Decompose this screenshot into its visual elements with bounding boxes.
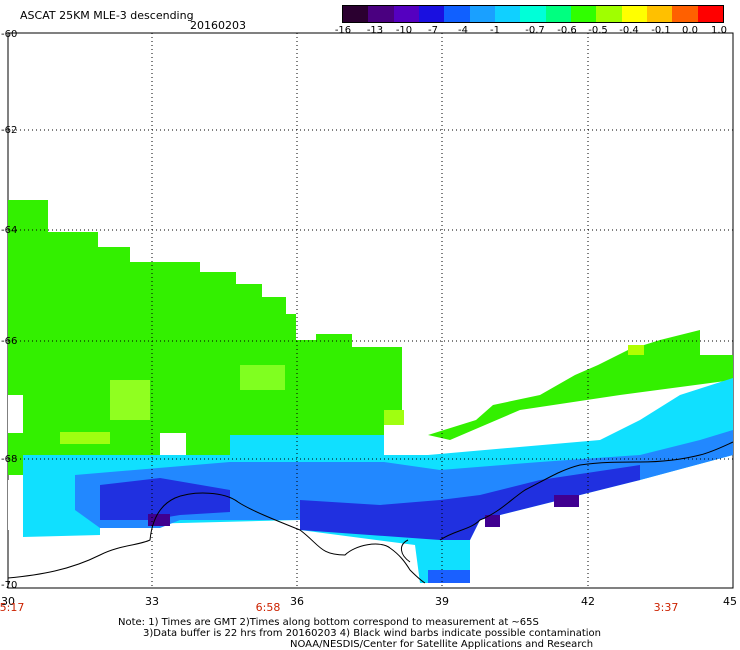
wind-data-swath: [8, 200, 733, 583]
colorbar-swatch: [697, 6, 723, 22]
lon-label: 33: [145, 595, 159, 608]
colorbar-swatch: [343, 6, 369, 22]
highlight-patch: [60, 432, 110, 444]
colorbar: [342, 5, 724, 23]
min-value-patch: [554, 495, 579, 507]
note-line-2: 3)Data buffer is 22 hrs from 20160203 4)…: [143, 628, 601, 639]
colorbar-label: 0.0: [682, 25, 698, 36]
colorbar-label: -0.4: [619, 25, 639, 36]
green-swath-east: [428, 330, 733, 440]
data-gap: [8, 395, 23, 433]
lon-label: 39: [435, 595, 449, 608]
lon-label: 45: [723, 595, 737, 608]
time-label: 6:58: [255, 601, 281, 614]
colorbar-swatch: [672, 6, 698, 22]
colorbar-swatch: [393, 6, 419, 22]
deep-blue-band: [100, 478, 230, 520]
lat-label: -60: [1, 29, 18, 40]
colorbar-label: -10: [395, 25, 413, 36]
colorbar-swatch: [545, 6, 571, 22]
colorbar-label: -4: [458, 25, 468, 36]
colorbar-swatch: [520, 6, 546, 22]
note-line-3: NOAA/NESDIS/Center for Satellite Applica…: [290, 639, 594, 650]
colorbar-label: -7: [428, 25, 438, 36]
colorbar-label: -1: [490, 25, 500, 36]
map-title: ASCAT 25KM MLE-3 descending: [20, 9, 194, 22]
colorbar-label: -0.6: [557, 25, 577, 36]
colorbar-label: 1.0: [711, 25, 727, 36]
highlight-patch: [384, 410, 404, 425]
colorbar-swatch: [494, 6, 521, 22]
colorbar-swatch: [444, 6, 470, 22]
highlight-patch: [240, 365, 285, 390]
lat-label: -68: [1, 454, 18, 465]
lat-label: -66: [1, 336, 18, 347]
lon-label: 30: [1, 595, 15, 608]
lat-label: -62: [1, 125, 18, 136]
colorbar-label: -13: [366, 25, 384, 36]
time-label: 3:37: [653, 601, 679, 614]
time-label: 5:17: [0, 601, 25, 614]
highlight-patch: [110, 380, 150, 420]
colorbar-swatch: [418, 6, 445, 22]
colorbar-swatch: [646, 6, 673, 22]
colorbar-label: -0.5: [588, 25, 608, 36]
lon-label: 42: [581, 595, 595, 608]
highlight-patch: [628, 345, 644, 355]
min-value-patch: [485, 515, 500, 527]
colorbar-label: -0.1: [651, 25, 671, 36]
lon-label: 36: [290, 595, 304, 608]
green-swath: [8, 200, 402, 475]
lat-label: -70: [1, 580, 18, 591]
map-date: 20160203: [190, 19, 246, 32]
colorbar-swatch: [596, 6, 622, 22]
note-line-1: Note: 1) Times are GMT 2)Times along bot…: [118, 617, 539, 628]
colorbar-swatch: [570, 6, 597, 22]
deep-blue-band: [300, 465, 640, 540]
colorbar-swatch: [368, 6, 394, 22]
colorbar-swatch: [621, 6, 647, 22]
blue-patch: [428, 570, 470, 583]
data-gap: [8, 480, 23, 530]
min-value-patch: [148, 514, 170, 526]
colorbar-label: -0.7: [525, 25, 545, 36]
gridlines: [8, 33, 733, 588]
coastline: [7, 441, 734, 584]
colorbar-label: -16: [334, 25, 352, 36]
colorbar-swatch: [469, 6, 495, 22]
lat-label: -64: [1, 225, 18, 236]
